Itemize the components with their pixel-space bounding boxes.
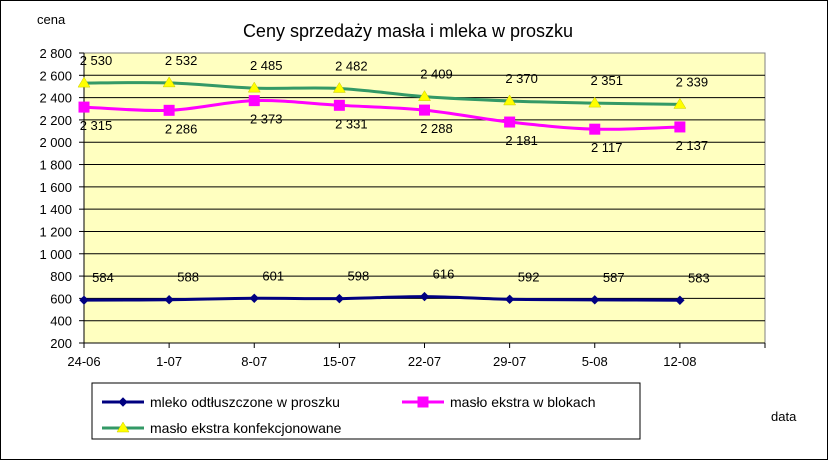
y-tick-label: 2 400 (39, 91, 72, 106)
data-label: 2 373 (250, 112, 283, 127)
y-tick-label: 800 (50, 269, 72, 284)
data-point (164, 295, 174, 305)
data-label: 598 (348, 269, 370, 284)
data-label: 2 288 (420, 121, 453, 136)
x-tick-label: 1-07 (156, 354, 182, 369)
data-label: 616 (433, 267, 455, 282)
data-point (78, 101, 90, 113)
data-label: 2 485 (250, 58, 283, 73)
data-point (249, 293, 259, 303)
data-point (332, 81, 346, 93)
data-label: 583 (688, 270, 710, 285)
data-point (334, 293, 345, 304)
x-tick-label: 22-07 (408, 354, 441, 369)
y-tick-label: 2 800 (39, 46, 72, 61)
data-point (590, 295, 600, 305)
data-point (419, 291, 430, 302)
x-tick-label: 29-07 (493, 354, 526, 369)
y-tick-label: 1 600 (39, 180, 72, 195)
data-label: 2 331 (335, 116, 368, 131)
data-point (333, 99, 345, 111)
data-label: 2 530 (80, 53, 113, 68)
data-label: 2 409 (420, 67, 453, 82)
data-label: 584 (92, 270, 114, 285)
y-tick-label: 2 200 (39, 113, 72, 128)
x-tick-label: 8-07 (241, 354, 267, 369)
x-tick-label: 12-08 (663, 354, 696, 369)
y-axis-label: cena (37, 12, 66, 27)
data-label: 588 (177, 270, 199, 285)
data-label: 2 286 (165, 121, 198, 136)
data-point (588, 96, 602, 108)
x-axis-label: data (771, 409, 797, 424)
y-tick-label: 2 600 (39, 68, 72, 83)
y-tick-label: 1 400 (39, 202, 72, 217)
y-tick-label: 1 200 (39, 224, 72, 239)
data-point (162, 76, 176, 88)
legend-item-label: masło ekstra w blokach (450, 394, 596, 410)
y-tick-label: 400 (50, 314, 72, 329)
data-point (247, 81, 261, 93)
legend-swatch-marker (116, 421, 130, 433)
chart-title: Ceny sprzedaży masła i mleka w proszku (243, 21, 573, 41)
data-point (673, 97, 687, 109)
legend-swatch-marker (417, 396, 429, 408)
data-point (419, 104, 430, 116)
x-tick-label: 24-06 (67, 354, 100, 369)
y-tick-label: 1 800 (39, 158, 72, 173)
y-tick-label: 1 000 (39, 247, 72, 262)
data-label: 601 (262, 268, 284, 283)
data-label: 2 315 (80, 118, 113, 133)
data-label: 2 117 (591, 140, 623, 155)
data-label: 2 532 (165, 53, 198, 68)
y-tick-label: 600 (50, 291, 72, 306)
legend: mleko odtłuszczone w proszku masło ekstra… (91, 382, 641, 440)
data-point (504, 294, 515, 304)
legend-item-label: mleko odtłuszczone w proszku (150, 394, 340, 410)
legend-box (91, 382, 641, 440)
data-point (589, 123, 601, 135)
data-point (248, 95, 260, 107)
legend-swatch-marker (118, 397, 128, 407)
data-point (79, 295, 89, 305)
y-tick-label: 2 000 (39, 135, 72, 150)
series-line (83, 99, 680, 131)
data-label: 2 181 (505, 133, 538, 148)
data-label: 587 (603, 270, 625, 285)
data-point (418, 90, 431, 101)
data-point (504, 116, 516, 128)
data-label: 592 (518, 269, 540, 284)
data-label: 2 482 (335, 58, 368, 73)
series-line (83, 295, 680, 302)
legend-item-label: masło ekstra konfekcjonowane (150, 420, 342, 436)
data-label: 2 339 (676, 74, 709, 89)
data-label: 2 137 (676, 138, 709, 153)
data-label: 2 351 (590, 73, 623, 88)
data-point (163, 104, 175, 116)
data-point (675, 295, 685, 305)
plot-area: 200 400 600 800 1 000 1 200 1 400 1 600 1 800 2 0… (39, 46, 766, 369)
series-line (83, 81, 680, 106)
y-tick-label: 200 (50, 336, 72, 351)
data-point (503, 94, 517, 106)
x-tick-label: 15-07 (323, 354, 356, 369)
data-label: 2 370 (505, 71, 538, 86)
data-point (674, 121, 686, 133)
data-point (77, 76, 91, 88)
x-tick-label: 5-08 (582, 354, 608, 369)
